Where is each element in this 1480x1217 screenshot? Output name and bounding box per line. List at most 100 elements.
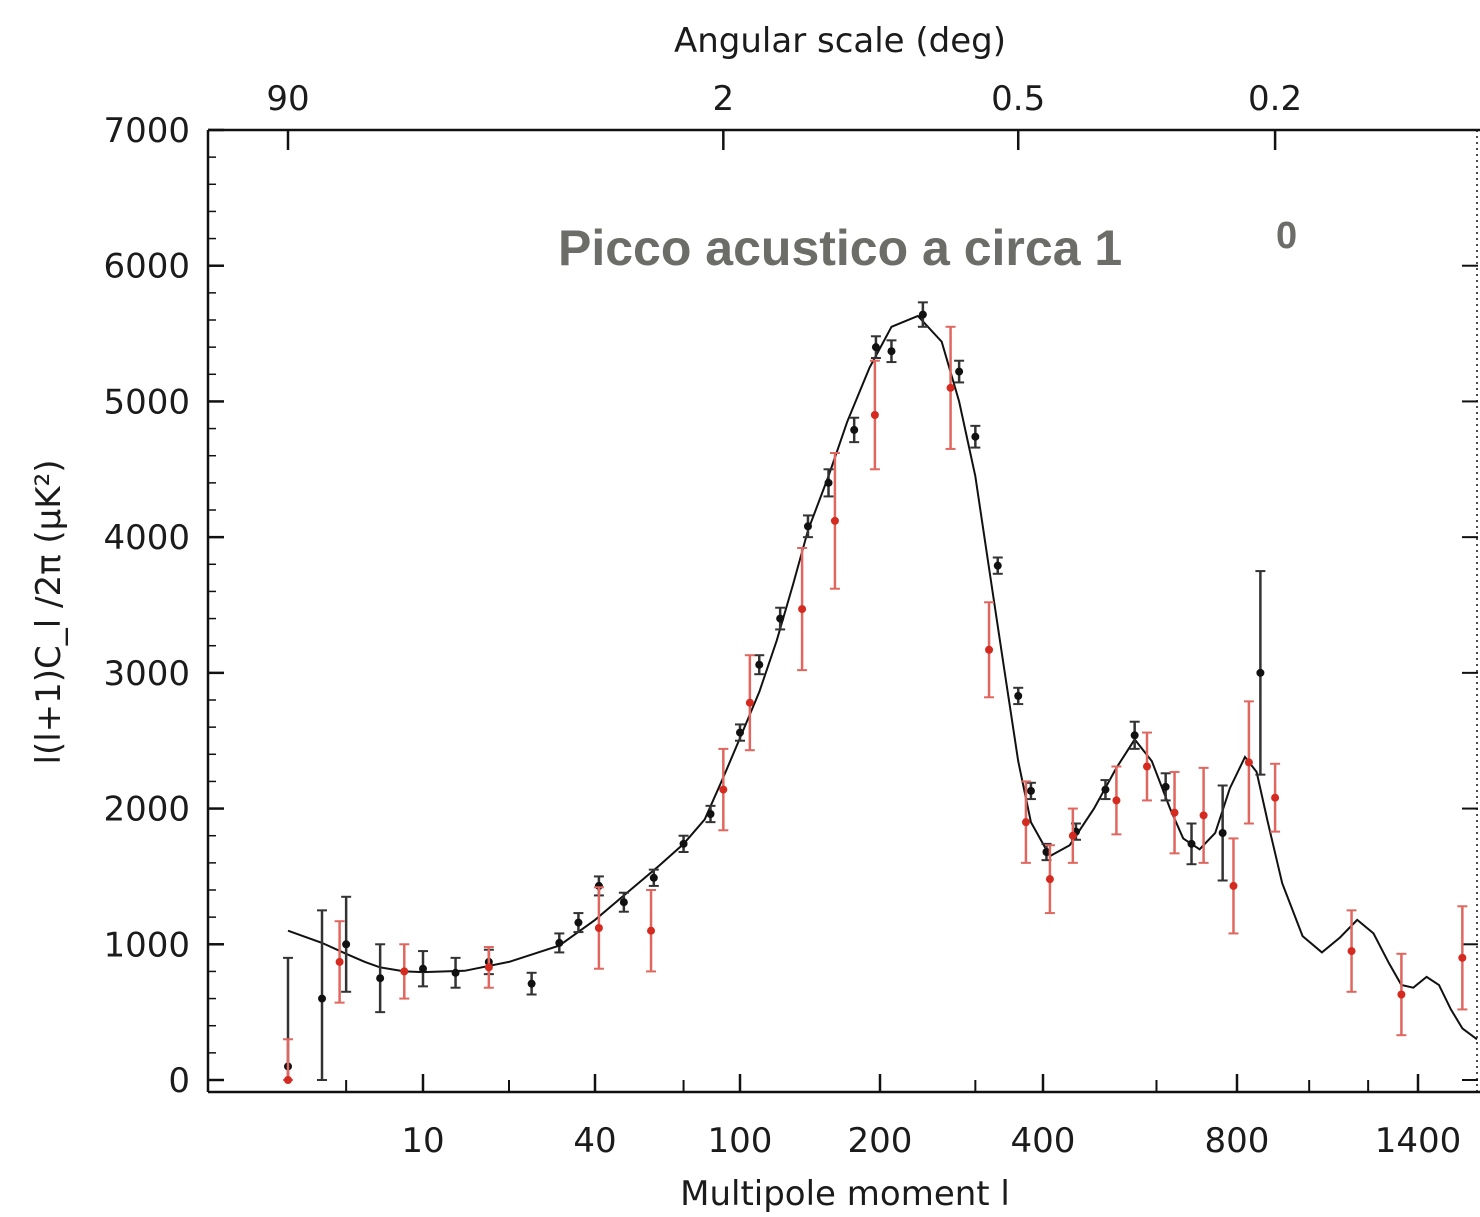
data-point-red <box>646 889 657 973</box>
point-marker <box>871 343 880 352</box>
data-point-black <box>1013 686 1024 706</box>
data-point-black <box>705 804 716 824</box>
data-point-red <box>1020 780 1031 864</box>
top-axis-ticks: 90 2 0.5 0.2 <box>266 79 1302 150</box>
y-tick-label: 4000 <box>103 518 190 558</box>
x-tick-label: 40 <box>573 1121 616 1161</box>
point-marker <box>830 516 839 525</box>
top-tick-label: 2 <box>713 79 735 119</box>
point-marker <box>527 979 536 988</box>
point-marker <box>824 478 833 487</box>
data-point-red <box>829 452 840 590</box>
point-marker <box>619 898 628 907</box>
data-point-red <box>399 943 410 1000</box>
y-tick-label: 3000 <box>103 654 190 694</box>
point-marker <box>1101 785 1110 794</box>
data-point-red <box>1169 770 1180 855</box>
annotation-text: Picco acustico a circa 1 <box>558 220 1122 276</box>
point-marker <box>1161 782 1170 791</box>
y-axis-title: l(l+1)C_l /2π (μK²) <box>29 460 69 765</box>
point-marker <box>870 411 879 419</box>
data-point-red <box>984 601 995 699</box>
data-point-black <box>1255 570 1266 776</box>
point-marker <box>1142 762 1151 771</box>
point-marker <box>555 938 564 947</box>
point-marker <box>971 432 980 441</box>
point-marker <box>284 1076 292 1084</box>
x-tick-label: 400 <box>1011 1121 1076 1161</box>
data-point-black <box>917 301 928 328</box>
data-point-black <box>573 912 584 934</box>
plot-frame <box>206 128 1480 1094</box>
y-tick-label: 1000 <box>103 925 190 965</box>
point-marker <box>1042 848 1051 856</box>
point-marker <box>1347 947 1356 956</box>
point-marker <box>798 605 807 614</box>
point-marker <box>451 968 460 977</box>
data-point-black <box>1041 842 1052 862</box>
point-marker <box>335 957 344 966</box>
data-point-red <box>1243 700 1254 825</box>
point-marker <box>1256 668 1265 677</box>
data-point-black <box>1025 781 1036 801</box>
point-marker <box>484 963 493 972</box>
data-point-black <box>678 834 689 853</box>
data-point-black <box>886 339 897 364</box>
data-point-black <box>849 416 860 444</box>
point-marker <box>1244 758 1253 767</box>
model-curve <box>287 314 1478 1041</box>
data-point-red <box>1270 762 1281 833</box>
data-point-black <box>1129 720 1140 750</box>
point-marker <box>1014 691 1023 700</box>
point-marker <box>1170 808 1179 817</box>
point-marker <box>1229 881 1238 890</box>
point-marker <box>1021 818 1030 827</box>
point-marker <box>993 561 1002 570</box>
data-point-red <box>744 654 755 752</box>
point-marker <box>946 383 955 392</box>
point-marker <box>1397 990 1406 999</box>
point-marker <box>574 918 583 927</box>
y-tick-label: 6000 <box>103 247 190 287</box>
point-marker <box>649 873 658 882</box>
data-point-red <box>1067 807 1078 864</box>
point-marker <box>376 974 385 983</box>
point-marker <box>736 728 744 737</box>
data-point-red <box>945 325 956 450</box>
point-marker <box>985 645 994 654</box>
top-tick-label: 90 <box>266 79 309 119</box>
y-minor-ticks <box>208 156 216 1054</box>
data-point-black <box>341 895 352 993</box>
point-marker <box>1112 796 1121 805</box>
y-tick-label: 0 <box>168 1061 190 1101</box>
data-point-red <box>1141 731 1152 802</box>
y-tick-label: 7000 <box>103 111 190 151</box>
data-point-black <box>870 335 881 359</box>
x-tick-label: 1400 <box>1375 1121 1462 1161</box>
data-point-black <box>1100 779 1111 801</box>
data-point-black <box>418 950 428 988</box>
data-point-black <box>802 514 813 539</box>
x-axis-ticks: 10 40 100 200 400 800 1400 <box>345 1074 1462 1161</box>
data-point-black <box>317 909 328 1081</box>
point-marker <box>719 785 728 794</box>
data-point-black <box>618 891 629 913</box>
point-marker <box>955 367 964 376</box>
y-tick-label: 5000 <box>103 382 190 422</box>
acoustic-peak-annotation: Picco acustico a circa 1 0 <box>558 215 1297 276</box>
data-point-black <box>450 956 461 989</box>
x-tick-label: 800 <box>1205 1121 1270 1161</box>
data-point-black <box>554 932 565 954</box>
data-point-red <box>718 747 729 832</box>
data-point-black <box>954 359 965 384</box>
top-tick-label: 0.2 <box>1248 79 1302 119</box>
point-marker <box>1130 731 1139 740</box>
data-point-black <box>1186 822 1197 866</box>
data-point-red <box>483 946 494 989</box>
point-marker <box>755 660 764 669</box>
x-axis-title: Multipole moment l <box>680 1174 1010 1214</box>
y-tick-label: 2000 <box>103 790 190 830</box>
data-point-black <box>775 606 786 631</box>
data-point-red <box>1044 844 1055 915</box>
